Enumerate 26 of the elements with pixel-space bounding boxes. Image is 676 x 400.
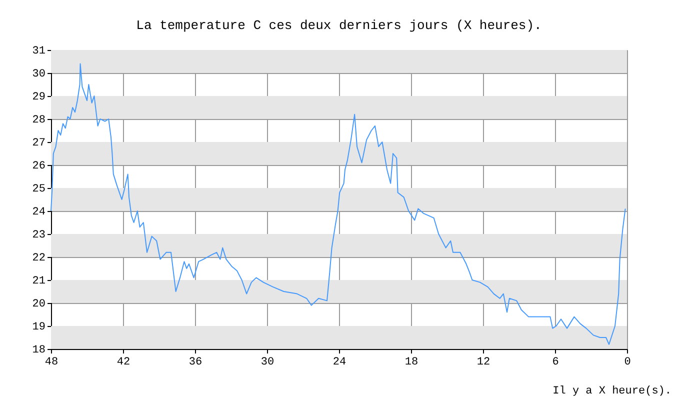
y-tick-label: 18 (32, 344, 46, 356)
y-tick-label: 29 (32, 92, 46, 104)
x-tick-label: 6 (552, 356, 559, 368)
x-tick-label: 42 (116, 356, 130, 368)
x-tick-label: 18 (404, 356, 418, 368)
y-tick-label: 24 (32, 206, 46, 218)
x-tick-label: 0 (624, 356, 631, 368)
y-tick-label: 27 (32, 138, 46, 150)
x-tick-label: 30 (260, 356, 274, 368)
y-tick-label: 20 (32, 298, 46, 310)
y-tick-label: 22 (32, 252, 46, 264)
y-tick-label: 19 (32, 322, 46, 334)
line-series (50, 63, 626, 345)
x-tick-label: 24 (332, 356, 346, 368)
x-tick-label: 12 (476, 356, 490, 368)
y-tick-label: 26 (32, 160, 46, 172)
chart-title: La temperature C ces deux derniers jours (X heures). (136, 18, 542, 33)
x-tick-label: 48 (44, 356, 58, 368)
y-tick-label: 28 (32, 114, 46, 126)
y-tick-label: 31 (32, 46, 46, 58)
y-tick-label: 30 (32, 68, 46, 80)
y-tick-label: 23 (32, 230, 46, 242)
x-tick-label: 36 (188, 356, 202, 368)
y-tick-label: 25 (32, 184, 46, 196)
y-tick-label: 21 (32, 276, 46, 288)
x-axis-title: Il y a X heure(s). (552, 386, 672, 398)
